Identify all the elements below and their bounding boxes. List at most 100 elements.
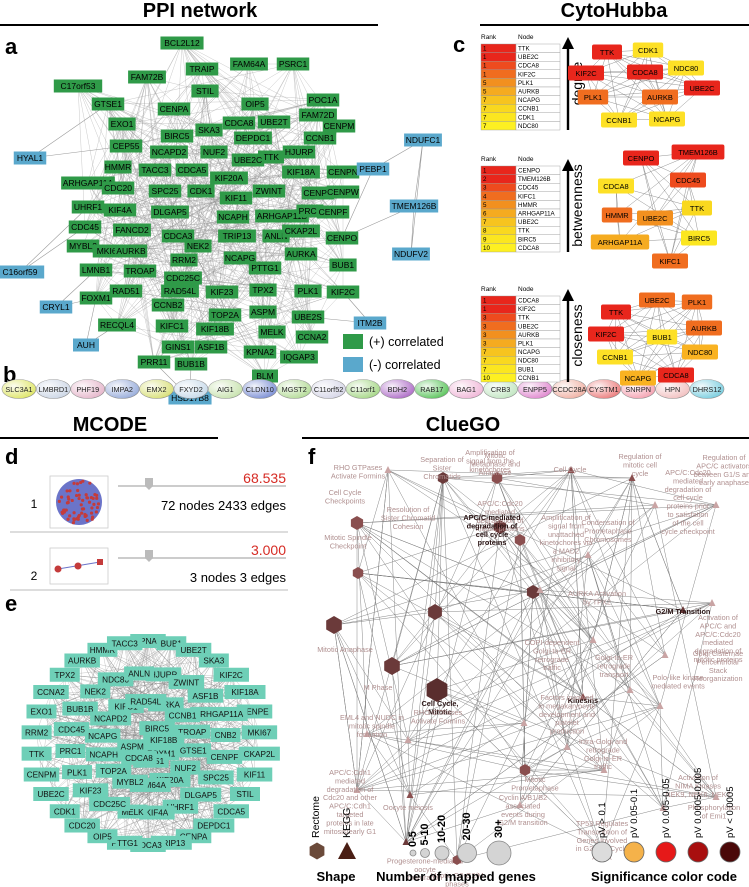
mcode-node-label: PTTG1 (112, 839, 139, 848)
reactome-hexagon (326, 616, 342, 634)
mcode-node-plk1: PLK1 (62, 765, 93, 780)
cytohubba-row: 7 NCAPG (480, 95, 561, 105)
ppi-node-label: ASPM (251, 307, 275, 317)
cluego-term-label: Mitotic Prometaphase (511, 775, 558, 792)
hub-node-aurkb: AURKB (642, 89, 678, 105)
cluego-term-amplification-of-signal-from-the-kinetoc: Amplification of signal from the kinetocho… (465, 448, 516, 484)
mcode-node-box (62, 765, 93, 780)
ppi-node-box (306, 93, 340, 107)
ppi-node-label: CCNB1 (306, 133, 335, 143)
ppi-node-lmnb1: LMNB1 (79, 263, 113, 277)
hub-node-box (668, 60, 704, 76)
hub-node-ube2c: UBE2C (684, 80, 720, 96)
thumbnail-dot (84, 493, 88, 497)
ppi-node-label: FANCD2 (115, 225, 149, 235)
mcode-node-box (187, 688, 224, 703)
thumbnail-dot (90, 506, 94, 510)
ppi-node-trip13: TRIP13 (218, 229, 256, 243)
mcode-node-tacc3: TACC3 (106, 636, 143, 651)
cluego-term-label: Golgi Cisternae Pericentriolar Stack Reorga… (693, 649, 743, 683)
node-value: CCNB1 (518, 106, 540, 113)
mcode-node-label: TRIP13 (157, 839, 185, 848)
ppi-node-cenpe: CENPE (301, 186, 335, 200)
mcode-node-box (84, 728, 121, 743)
legend-significance-label: pV < 0.0005 (725, 786, 736, 838)
mcode-node-label: KIF4A (146, 809, 169, 818)
hub-node-label: BIRC5 (688, 234, 710, 243)
ppi-node-label: CDC25C (166, 273, 200, 283)
legend-size-circle (409, 849, 417, 857)
ppi-node-label: CENPO (327, 233, 358, 243)
node-cell (515, 121, 561, 131)
cluego-term-apc-c-cdh1-mediated-degradation-of-cdc20: APC/C:Cdh1 mediated degradation of Cdc20 an… (323, 768, 378, 836)
mcode-node-box (53, 722, 90, 737)
gene-ball-gloss (346, 379, 380, 399)
mcode-node-label: OIP5 (93, 832, 112, 841)
hub-node-ccnb1: CCNB1 (601, 112, 637, 128)
ppi-node-box (0, 265, 45, 279)
ppi-node-cdca8: CDCA8 (222, 116, 256, 130)
gene-ball-gloss (586, 379, 621, 399)
gene-ball-label: SNRPN (625, 385, 651, 394)
thumbnail-dot (71, 521, 75, 525)
cluego-legend: Rectome KEGG Shape 0-5 5-10 10-20 20-30 30+ Numb… (309, 768, 741, 884)
cluego-term-label: Regulation of mitotic cell cycle (618, 452, 662, 478)
ppi-node-label: PLK1 (298, 286, 319, 296)
gene-ball-c11orf52: C11orf52 (311, 379, 346, 399)
mcode-node-kif4a: KIF4A (139, 805, 175, 820)
mcode-node-box (125, 694, 167, 709)
ppi-network-title: PPI network (143, 0, 258, 22)
ppi-node-label: ZWINT (256, 186, 283, 196)
mcode-node-box (238, 746, 280, 761)
rank-value: 7 (483, 97, 487, 104)
thumbnail-dot (84, 513, 88, 518)
ppi-node-box (103, 203, 137, 217)
gene-ball-label: EMX2 (147, 385, 167, 394)
ppi-node-label: RAD54L (164, 286, 196, 296)
ppi-node-label: NCAPH (218, 212, 248, 222)
legend-size-circle (434, 845, 450, 861)
gene-ball-label: HPN (665, 385, 680, 394)
ppi-node-box (316, 205, 350, 219)
mcode-node-ube2c: UBE2C (33, 787, 69, 801)
ppi-node-label: PRR11 (141, 357, 168, 367)
mcode-node-kif11: KIF11 (236, 767, 273, 782)
reactome-hexagon (426, 678, 448, 702)
gene-ball-bag1: BAG1 (448, 379, 484, 399)
hub-node-plk1: PLK1 (681, 294, 713, 310)
kegg-triangle (353, 786, 361, 793)
ppi-node-label: NCAPG (225, 253, 255, 263)
thumbnail-dot (91, 496, 95, 501)
mcode-node-label: TOP2A (100, 767, 127, 776)
cluego-term-label: AURKA Activation by TPX2 (568, 589, 626, 606)
mcode-node-label: NEK2 (85, 688, 107, 697)
rank-value: 7 (483, 366, 487, 373)
cluego-term-oocyte-meiosis: Oocyte meiosis (383, 791, 433, 812)
ppi-node-ndufv2: NDUFV2 (392, 247, 430, 261)
mcode-node-box (143, 732, 185, 747)
cluego-term-rho-gtpases-activate-formins: RHO GTPases Activate Formins (404, 708, 466, 743)
mcode-node-label: GTSE1 (180, 747, 207, 756)
thumbnail-dot (68, 489, 72, 493)
gene-ball-crb3: CRB3 (483, 379, 518, 399)
mcode-node-label: RRM2 (25, 729, 49, 738)
mcode-node-top2a: TOP2A (95, 763, 132, 778)
node-value: UBE2C (518, 54, 539, 61)
ppi-node-box (150, 145, 188, 159)
mcode-node-box (241, 725, 278, 740)
ppi-node-label: KIF18A (287, 167, 316, 177)
cluego-term-label: Mitotic Anaphase (317, 645, 373, 654)
ppi-node-box (276, 57, 310, 71)
ppi-node-cdca3: CDCA3 (161, 229, 195, 243)
mcode-node-label: TPX2 (55, 671, 76, 680)
thumbnail-dot (96, 502, 101, 506)
mcode-node-box (21, 746, 52, 761)
mcode-node-label: NUF2 (175, 764, 197, 773)
mcode-node-label: MYBL2 (117, 778, 144, 787)
cytohubba-row: 10 CDCA8 (480, 243, 561, 253)
kegg-triangle (363, 730, 371, 737)
hub-node-box (577, 89, 609, 105)
cytohubba-row: 9 BIRC5 (480, 234, 561, 244)
cluego-term-phosphorylation-of-emi1: Phosphorylation of Emi1 (688, 793, 740, 820)
